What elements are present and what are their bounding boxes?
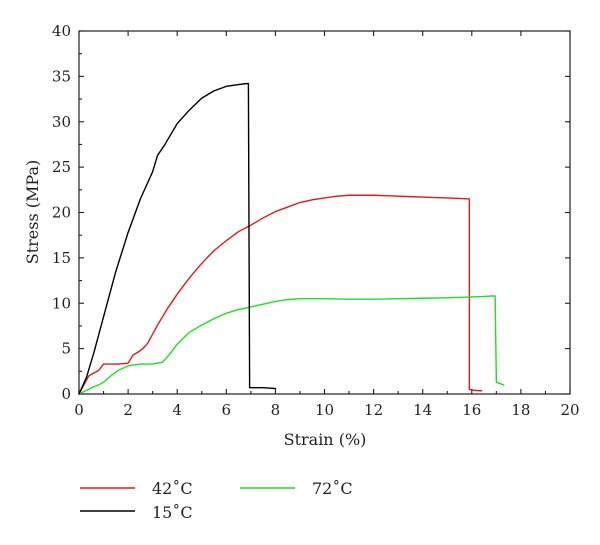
legend: 42˚C 72˚C 15˚C (80, 479, 353, 522)
series-layer (78, 82, 505, 395)
x-tick-label: 20 (560, 401, 579, 419)
y-tick-label: 5 (61, 340, 71, 358)
y-tick-label: 0 (61, 385, 71, 403)
x-tick-label: 8 (271, 401, 281, 419)
x-tick-label: 18 (511, 401, 530, 419)
y-tick-label: 10 (52, 294, 71, 312)
x-tick-label: 12 (364, 401, 383, 419)
legend-label-42c: 42˚C (152, 479, 193, 498)
series-line-42c (78, 194, 483, 395)
y-tick-label: 25 (52, 158, 71, 176)
y-tick-label: 15 (52, 249, 71, 267)
x-tick-label: 10 (315, 401, 334, 419)
x-tick-label: 16 (462, 401, 481, 419)
legend-label-15c: 15˚C (152, 503, 193, 522)
series-line-15c (78, 82, 277, 395)
x-tick-label: 2 (123, 401, 133, 419)
y-axis: 0 5 10 15 20 25 30 35 40 (52, 22, 570, 403)
y-axis-title: Stress (MPa) (23, 160, 42, 264)
x-axis-title: Strain (%) (284, 430, 367, 449)
legend-label-72c: 72˚C (312, 479, 353, 498)
series-line-72c (78, 295, 505, 395)
y-tick-label: 20 (52, 204, 71, 222)
x-tick-label: 0 (74, 401, 84, 419)
x-tick-label: 6 (222, 401, 232, 419)
x-tick-label: 14 (413, 401, 432, 419)
y-tick-label: 30 (52, 113, 71, 131)
y-tick-label: 40 (52, 22, 71, 40)
x-axis: 0 2 4 6 8 10 12 14 16 18 20 (74, 31, 580, 419)
y-tick-label: 35 (52, 67, 71, 85)
x-tick-label: 4 (172, 401, 182, 419)
